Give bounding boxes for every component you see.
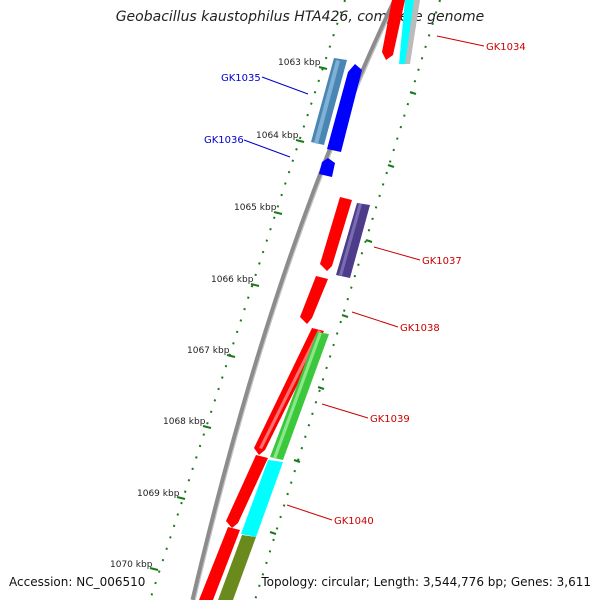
gene-gk1034[interactable]: [382, 0, 420, 64]
tick-label: 1067 kbp: [187, 346, 230, 356]
gene-partial-bottom[interactable]: [199, 527, 256, 600]
backbone-highlight: [194, 0, 398, 600]
outer-tick-marks: [269, 91, 417, 535]
gene-label-gk1036[interactable]: GK1036: [204, 135, 244, 146]
gene-gk1036[interactable]: [319, 158, 335, 177]
accession-text: Accession: NC_006510: [9, 575, 146, 589]
outer-dotted-ring: [254, 0, 441, 600]
gene-gk1037[interactable]: [320, 197, 370, 278]
gene-label-gk1037[interactable]: GK1037: [422, 256, 462, 267]
backbone-line: [190, 0, 398, 600]
tick-label: 1070 kbp: [110, 560, 153, 570]
tick-label: 1066 kbp: [211, 275, 254, 285]
gene-label-gk1038[interactable]: GK1038: [400, 323, 440, 334]
tick-marks: [149, 66, 328, 571]
tick-label: 1063 kbp: [278, 58, 321, 68]
gene-gk1039[interactable]: [254, 328, 329, 460]
gene-label-gk1034[interactable]: GK1034: [486, 42, 526, 53]
leader-lines: [243, 35, 485, 521]
tick-label: 1064 kbp: [256, 131, 299, 141]
genome-summary-text: Topology: circular; Length: 3,544,776 bp…: [261, 575, 591, 589]
gene-gk1038[interactable]: [300, 276, 328, 324]
tick-labels: 1063 kbp 1064 kbp 1065 kbp 1066 kbp 1067…: [110, 58, 321, 570]
tick-label: 1065 kbp: [234, 203, 277, 213]
gene-labels: GK1034 GK1035 GK1036 GK1037 GK1038 GK103…: [204, 42, 526, 527]
gene-gk1040[interactable]: [226, 455, 283, 537]
gene-label-gk1035[interactable]: GK1035: [221, 73, 261, 84]
gene-label-gk1039[interactable]: GK1039: [370, 414, 410, 425]
gene-gk1035[interactable]: [311, 58, 362, 152]
tick-label: 1068 kbp: [163, 417, 206, 427]
tick-label: 1069 kbp: [137, 489, 180, 499]
gene-label-gk1040[interactable]: GK1040: [334, 516, 374, 527]
